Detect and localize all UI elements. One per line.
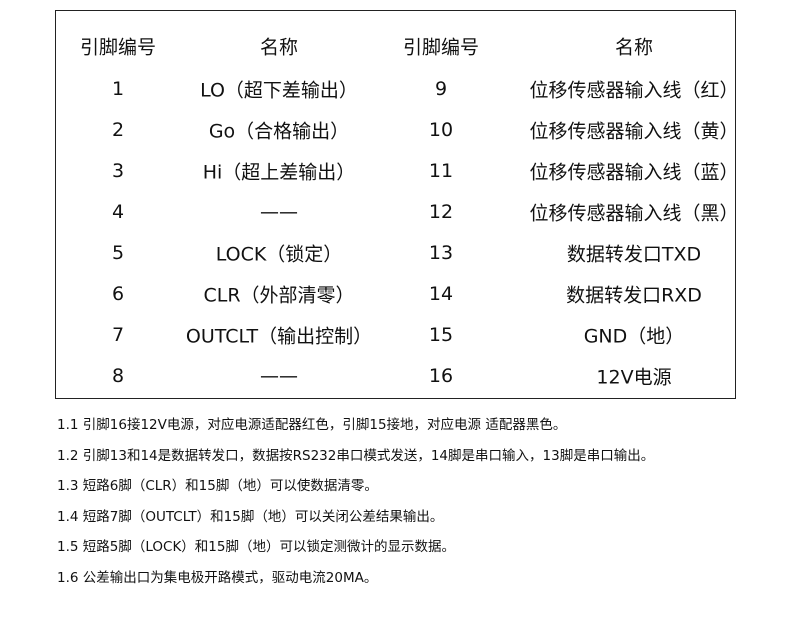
pin-name: LOCK（锁定）	[215, 243, 343, 266]
pin-name: 数据转发口RXD	[566, 284, 702, 307]
pin-number: 2	[111, 119, 125, 141]
pin-name: GND（地）	[583, 325, 685, 348]
pin-name: 位移传感器输入线（蓝）	[529, 161, 739, 184]
column-header: 引脚编号	[402, 36, 480, 59]
pin-number: 16	[428, 365, 454, 387]
pin-name: Hi（超上差输出）	[202, 161, 356, 184]
column-header: 引脚编号	[79, 36, 157, 59]
pin-name: 数据转发口TXD	[566, 243, 702, 266]
note-item: 1.1 引脚16接12V电源，对应电源适配器红色，引脚15接地，对应电源 适配器…	[57, 417, 567, 433]
pin-name: 位移传感器输入线（黑）	[529, 202, 739, 225]
note-item: 1.6 公差输出口为集电极开路模式，驱动电流20MA。	[57, 569, 378, 586]
note-item: 1.4 短路7脚（OUTCLT）和15脚（地）可以关闭公差结果输出。	[57, 508, 444, 525]
pin-number: 7	[111, 324, 125, 346]
note-item: 1.2 引脚13和14是数据转发口，数据按RS232串口模式发送，14脚是串口输…	[57, 447, 655, 464]
column-header: 名称	[259, 36, 299, 59]
pin-number: 15	[428, 324, 454, 346]
column-header: 名称	[614, 36, 654, 59]
pin-name: OUTCLT（输出控制）	[185, 325, 373, 348]
pin-name: LO（超下差输出）	[200, 79, 358, 102]
pin-number: 6	[111, 283, 125, 305]
pin-number: 1	[111, 78, 125, 100]
pin-name: 12V电源	[596, 366, 672, 389]
pin-number: 11	[428, 160, 454, 182]
pin-number: 5	[111, 242, 125, 264]
pin-number: 10	[428, 119, 454, 141]
pin-number: 14	[428, 283, 454, 305]
pin-number: 13	[428, 242, 454, 264]
pin-number: 12	[428, 201, 454, 223]
notes-list: 1.1 引脚16接12V电源，对应电源适配器红色，引脚15接地，对应电源 适配器…	[57, 414, 654, 597]
pin-name: CLR（外部清零）	[203, 284, 355, 307]
pin-number: 8	[111, 365, 125, 387]
pin-name: 位移传感器输入线（红）	[529, 79, 739, 102]
note-item: 1.5 短路5脚（LOCK）和15脚（地）可以锁定测微计的显示数据。	[57, 539, 455, 555]
pin-number: 4	[111, 201, 125, 223]
pin-name: Go（合格输出）	[208, 120, 350, 143]
pin-name: ——	[260, 201, 298, 223]
pin-name: ——	[260, 365, 298, 387]
pin-name: 位移传感器输入线（黄）	[529, 120, 739, 143]
pin-table: 引脚编号 名称 引脚编号 名称 1 LO（超下差输出） 9 位移传感器输入线（红） 2 Go（合格…	[55, 10, 739, 399]
pin-number: 9	[434, 78, 448, 100]
pin-number: 3	[111, 160, 125, 182]
note-item: 1.3 短路6脚（CLR）和15脚（地）可以使数据清零。	[57, 478, 378, 494]
